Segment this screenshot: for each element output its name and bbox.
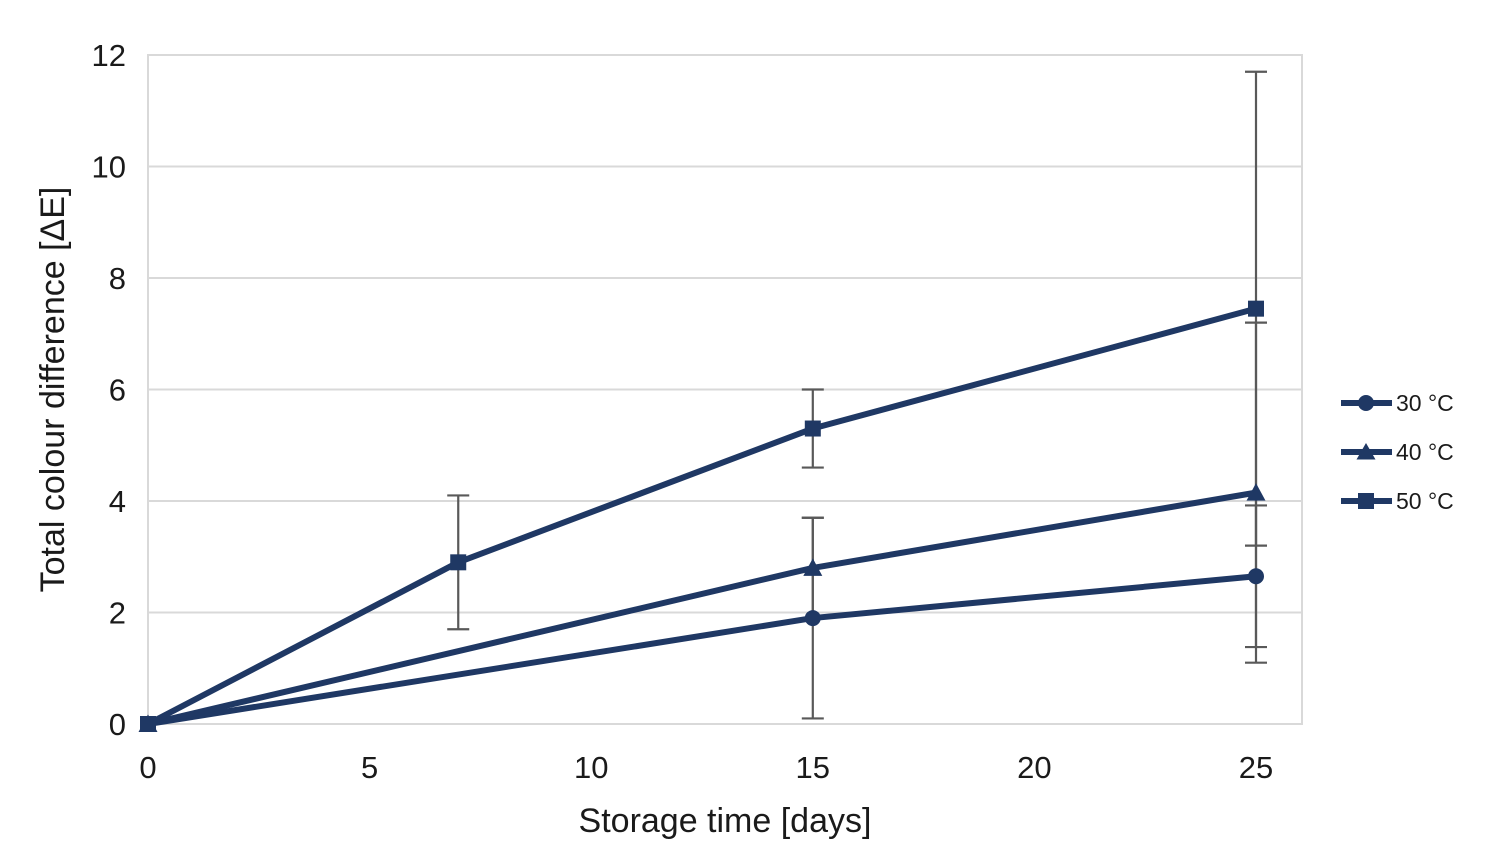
- legend-item-30c: 30 °C: [1341, 390, 1454, 416]
- data-point-square-50c: [804, 420, 821, 437]
- legend: 30 °C 40 °C 50 °C: [1341, 390, 1454, 514]
- data-point-circle-30c: [1248, 568, 1264, 585]
- x-tick-label: 20: [1017, 750, 1051, 785]
- square-marker-icon: [1358, 493, 1374, 509]
- data-point-triangle-40c: [1246, 483, 1266, 501]
- circle-marker-icon: [1358, 395, 1374, 411]
- triangle-marker-icon: [1356, 443, 1376, 460]
- x-tick-label: 5: [361, 750, 378, 785]
- y-tick-label: 12: [92, 38, 126, 73]
- series-line-50c: [145, 305, 1259, 727]
- legend-item-50c: 50 °C: [1341, 488, 1454, 514]
- data-point-square-50c: [1248, 300, 1264, 317]
- series-line-40c: [145, 489, 1259, 727]
- series-line-30c: [145, 573, 1259, 727]
- y-tick-label: 6: [109, 373, 126, 408]
- legend-label-30c: 30 °C: [1396, 390, 1454, 416]
- data-point-circle-30c: [804, 610, 821, 627]
- legend-label-40c: 40 °C: [1396, 439, 1454, 465]
- x-tick-label: 0: [139, 750, 156, 785]
- y-tick-label: 8: [109, 261, 126, 296]
- data-point-triangle-40c: [803, 558, 823, 576]
- y-tick-label: 10: [92, 150, 126, 185]
- plot-border: [147, 54, 1303, 725]
- legend-label-50c: 50 °C: [1396, 488, 1454, 514]
- y-axis-title: Total colour difference [ΔE]: [34, 187, 72, 593]
- x-tick-label: 15: [796, 750, 830, 785]
- y-tick-label: 2: [109, 596, 126, 631]
- y-tick-label: 4: [109, 484, 126, 519]
- data-point-square-50c: [450, 554, 467, 571]
- y-tick-label: 0: [109, 707, 126, 742]
- legend-item-40c: 40 °C: [1341, 439, 1454, 465]
- x-axis-title: Storage time [days]: [579, 802, 872, 840]
- plot-area: 0 2 4 6 8 10 12 0 5 10 15 20 25: [92, 38, 1303, 785]
- data-point-square-50c: [140, 716, 156, 732]
- x-tick-label: 10: [574, 750, 608, 785]
- x-tick-label: 25: [1239, 750, 1273, 785]
